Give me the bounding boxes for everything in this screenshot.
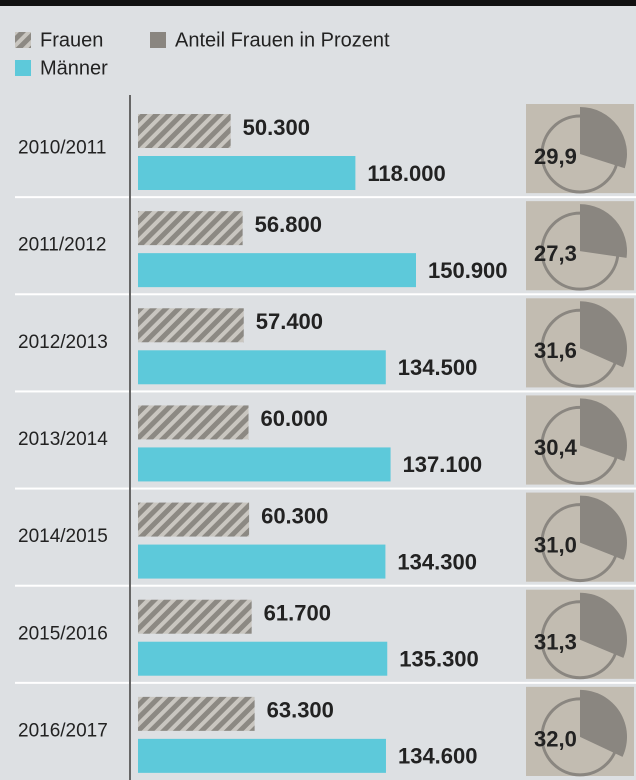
bar	[138, 114, 231, 148]
value-label: 134.500	[398, 355, 478, 380]
value-label: 57.400	[256, 309, 323, 334]
bar	[138, 447, 391, 482]
axis-line	[129, 95, 131, 780]
bar	[138, 405, 249, 440]
category-label: 2010/2011	[18, 138, 106, 159]
legend-label: Anteil Frauen in Prozent	[175, 29, 390, 51]
value-label: 118.000	[367, 161, 445, 186]
value-label: 134.600	[398, 744, 478, 769]
bar	[138, 696, 255, 731]
bar	[138, 502, 250, 537]
bar	[138, 156, 356, 190]
share-label: 32,0	[534, 727, 577, 752]
legend-swatch	[15, 32, 31, 48]
category-label: 2011/2012	[18, 235, 106, 256]
bar	[138, 738, 386, 773]
pie-wedge	[580, 398, 627, 462]
value-label: 50.300	[243, 115, 310, 140]
bar	[138, 308, 244, 343]
share-label: 27,3	[534, 241, 577, 266]
pie-wedge	[580, 107, 627, 169]
legend-swatch	[150, 32, 166, 48]
bar	[138, 641, 388, 676]
bar	[138, 211, 243, 246]
pie-wedge	[580, 689, 628, 757]
bar	[138, 253, 416, 288]
category-label: 2013/2014	[18, 429, 108, 450]
share-label: 29,9	[534, 144, 577, 169]
category-label: 2012/2013	[18, 332, 108, 353]
bar	[138, 350, 386, 385]
value-label: 137.100	[403, 452, 483, 477]
row-separator	[15, 487, 636, 490]
pie-wedge	[580, 592, 628, 658]
legend-swatch	[15, 60, 31, 76]
pie-wedge	[580, 204, 627, 258]
row-separator	[15, 390, 636, 393]
pie-wedge	[580, 495, 628, 560]
value-label: 150.900	[428, 258, 508, 283]
share-label: 31,0	[534, 532, 577, 557]
value-label: 60.000	[261, 406, 328, 431]
bar	[138, 599, 252, 634]
top-rule	[0, 0, 636, 6]
category-label: 2015/2016	[18, 623, 108, 644]
row-separator	[15, 584, 636, 587]
value-label: 63.300	[267, 698, 334, 723]
share-label: 30,4	[534, 435, 578, 460]
category-label: 2014/2015	[18, 526, 108, 547]
share-label: 31,6	[534, 338, 577, 363]
value-label: 61.700	[264, 601, 331, 626]
pie-wedge	[580, 301, 627, 368]
row-separator	[15, 681, 636, 684]
value-label: 56.800	[255, 212, 322, 237]
share-label: 31,3	[534, 630, 577, 655]
row-separator	[15, 196, 636, 199]
value-label: 134.300	[397, 549, 477, 574]
value-label: 135.300	[399, 647, 479, 672]
category-label: 2016/2017	[18, 720, 108, 741]
row-separator	[15, 293, 636, 296]
value-label: 60.300	[261, 503, 328, 528]
legend-label: Frauen	[40, 29, 103, 51]
bar	[138, 544, 386, 579]
legend-label: Männer	[40, 57, 108, 79]
